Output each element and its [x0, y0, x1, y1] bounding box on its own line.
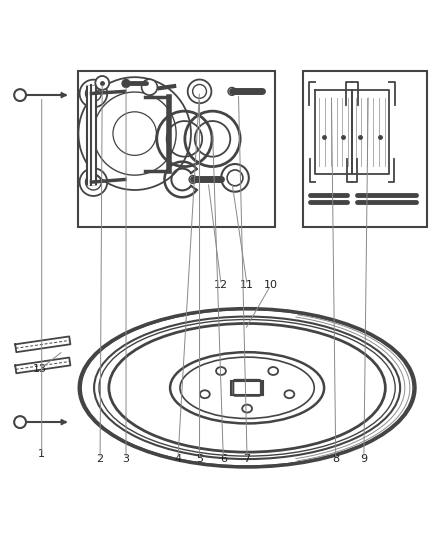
Text: 2: 2 — [96, 454, 104, 464]
Bar — [231, 381, 263, 395]
Circle shape — [122, 79, 130, 87]
Text: 8: 8 — [332, 454, 339, 464]
Text: 11: 11 — [240, 280, 254, 290]
Ellipse shape — [284, 390, 294, 398]
Ellipse shape — [268, 367, 278, 375]
Text: 7: 7 — [244, 454, 251, 464]
Text: 4: 4 — [174, 454, 181, 464]
Text: 5: 5 — [196, 454, 203, 464]
Bar — [78, 71, 275, 227]
Text: 13: 13 — [32, 365, 46, 374]
Ellipse shape — [216, 367, 226, 375]
Circle shape — [228, 87, 236, 95]
Text: 6: 6 — [220, 454, 227, 464]
Bar — [304, 71, 427, 227]
Circle shape — [141, 79, 157, 95]
Circle shape — [189, 175, 197, 183]
Text: 3: 3 — [123, 454, 130, 464]
Text: 10: 10 — [264, 280, 278, 290]
Circle shape — [95, 76, 109, 90]
Ellipse shape — [200, 390, 210, 398]
Ellipse shape — [242, 405, 252, 413]
Text: 9: 9 — [360, 454, 367, 464]
Text: 1: 1 — [38, 449, 45, 459]
Text: 12: 12 — [214, 280, 228, 290]
